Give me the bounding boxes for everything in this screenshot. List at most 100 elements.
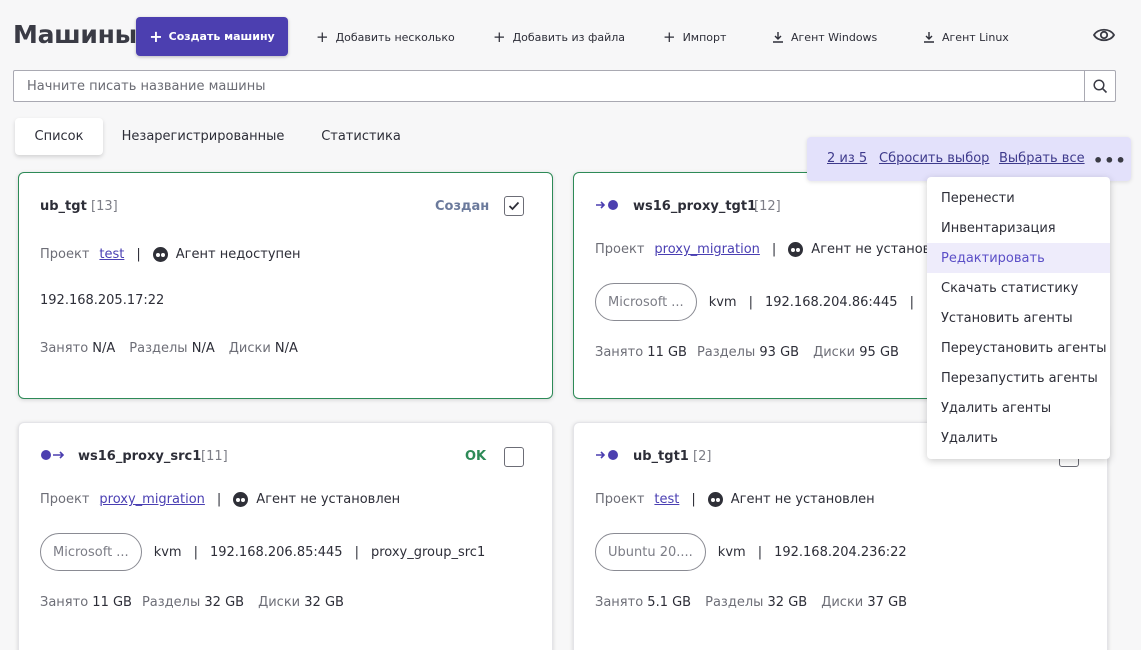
machine-number: [11] (201, 449, 228, 464)
details-row: Microsoft ... kvm | 192.168.204.86:445 | (595, 283, 926, 321)
details-row: Ubuntu 20.... kvm | 192.168.204.236:22 (595, 533, 907, 571)
menu-item-inventory[interactable]: Инвентаризация (941, 220, 1056, 236)
machine-name[interactable]: ub_tgt (40, 199, 87, 214)
download-icon (773, 32, 783, 43)
parts-value: N/A (191, 341, 215, 356)
create-machine-button[interactable]: + Создать машину (136, 17, 288, 56)
agent-windows-button[interactable]: Агент Windows (772, 28, 877, 46)
machine-card[interactable]: ws16_proxy_src1 [11] OK Проект proxy_mig… (18, 422, 553, 650)
busy-value: 11 GB (92, 595, 132, 610)
usage-row: Занято 5.1 GB Разделы 32 GB Диски 37 GB (595, 595, 907, 610)
busy-value: N/A (92, 341, 116, 356)
import-button[interactable]: + Импорт (663, 28, 726, 46)
busy-label: Занято (40, 341, 89, 356)
add-several-button[interactable]: + Добавить несколько (316, 28, 455, 46)
menu-item-remove-agents[interactable]: Удалить агенты (941, 400, 1052, 416)
virt-type: kvm (708, 294, 737, 310)
project-row: Проект test | Агент недоступен (40, 247, 301, 262)
project-label: Проект (595, 492, 645, 507)
parts-label: Разделы (141, 595, 201, 610)
machine-card[interactable]: ub_tgt [13] Создан Проект test | Агент н… (18, 172, 553, 399)
menu-item-delete[interactable]: Удалить (941, 430, 998, 446)
os-pill: Microsoft ... (40, 533, 142, 571)
menu-item-restart-agents[interactable]: Перезапустить агенты (941, 370, 1098, 386)
proxy-group: proxy_group_src1 (370, 544, 486, 560)
busy-value: 11 GB (647, 345, 687, 360)
tab-statistics[interactable]: Статистика (321, 129, 401, 144)
project-link[interactable]: test (654, 492, 680, 507)
busy-label: Занято (595, 595, 644, 610)
plus-icon: + (149, 26, 163, 46)
search-input[interactable] (14, 71, 1074, 101)
separator: | (216, 492, 222, 507)
menu-item-move[interactable]: Перенести (941, 190, 1015, 206)
agent-missing-icon (707, 492, 723, 507)
tab-unregistered[interactable]: Незарегистрированные (121, 129, 285, 144)
check-icon (508, 201, 520, 211)
reset-selection-link[interactable]: Сбросить выбор (879, 151, 990, 166)
project-row: Проект proxy_migration | Агент не устано… (40, 492, 400, 507)
usage-row: Занято N/A Разделы N/A Диски N/A (40, 341, 298, 356)
parts-label: Разделы (705, 595, 764, 610)
proxy-target-icon (596, 450, 618, 460)
add-from-file-label: Добавить из файла (512, 30, 626, 44)
project-link[interactable]: proxy_migration (99, 492, 205, 507)
add-from-file-button[interactable]: + Добавить из файла (493, 28, 625, 46)
select-all-link[interactable]: Выбрать все (999, 151, 1085, 166)
parts-value: 32 GB (204, 595, 245, 610)
machine-number: [13] (91, 199, 118, 214)
agent-linux-label: Агент Linux (942, 30, 1009, 44)
separator: | (909, 294, 914, 310)
page-title: Машины (13, 20, 137, 49)
separator: | (771, 242, 777, 257)
menu-item-install-agents[interactable]: Установить агенты (941, 310, 1073, 326)
menu-item-edit[interactable]: Редактировать (927, 243, 1110, 273)
project-row: Проект test | Агент не установлен (595, 492, 875, 507)
agent-status: Агент не установлен (256, 492, 401, 507)
busy-value: 5.1 GB (647, 595, 692, 610)
virt-type: kvm (717, 544, 746, 560)
disks-label: Диски (821, 595, 864, 610)
project-link[interactable]: proxy_migration (654, 242, 760, 257)
separator: | (193, 544, 198, 560)
details-row: Microsoft ... kvm | 192.168.206.85:445 |… (40, 533, 485, 571)
machine-name[interactable]: ws16_proxy_src1 (78, 449, 202, 464)
parts-label: Разделы (129, 341, 188, 356)
menu-item-reinstall-agents[interactable]: Переустановить агенты (941, 340, 1107, 356)
separator: | (757, 544, 763, 560)
search-icon (1092, 78, 1107, 93)
machine-name[interactable]: ws16_proxy_tgt1 (633, 199, 757, 214)
tab-list[interactable]: Список (15, 118, 103, 155)
disks-value: 37 GB (867, 595, 908, 610)
parts-value: 93 GB (759, 345, 800, 360)
agent-missing-icon (788, 242, 804, 257)
machine-number: [2] (693, 449, 712, 464)
agent-linux-button[interactable]: Агент Linux (923, 28, 1009, 46)
eye-icon[interactable] (1092, 24, 1116, 46)
more-actions-icon[interactable]: ••• (1093, 151, 1127, 170)
agent-status: Агент не установлен (730, 492, 875, 507)
import-label: Импорт (682, 30, 727, 44)
selection-count-link[interactable]: 2 из 5 (827, 151, 868, 166)
disks-value: N/A (274, 341, 298, 356)
project-label: Проект (40, 247, 90, 262)
parts-label: Разделы (696, 345, 756, 360)
search-button[interactable] (1084, 71, 1115, 101)
select-checkbox[interactable] (504, 447, 524, 467)
selection-bar: 2 из 5 Сбросить выбор Выбрать все ••• (807, 137, 1131, 181)
agent-missing-icon (233, 492, 249, 507)
status-badge: OK (465, 449, 487, 464)
menu-item-download-stats[interactable]: Скачать статистику (941, 280, 1079, 296)
select-checkbox[interactable] (504, 196, 524, 216)
separator: | (136, 247, 141, 262)
project-label: Проект (40, 492, 90, 507)
proxy-source-icon (41, 450, 65, 460)
disks-label: Диски (813, 345, 856, 360)
machine-card[interactable]: ub_tgt1 [2] Проект test | Агент не устан… (573, 422, 1108, 650)
proxy-target-icon (596, 200, 618, 210)
search-box (13, 70, 1116, 102)
project-link[interactable]: test (99, 247, 125, 262)
address: 192.168.205.17:22 (40, 293, 165, 308)
machine-name[interactable]: ub_tgt1 (633, 449, 689, 464)
download-icon (924, 32, 934, 43)
